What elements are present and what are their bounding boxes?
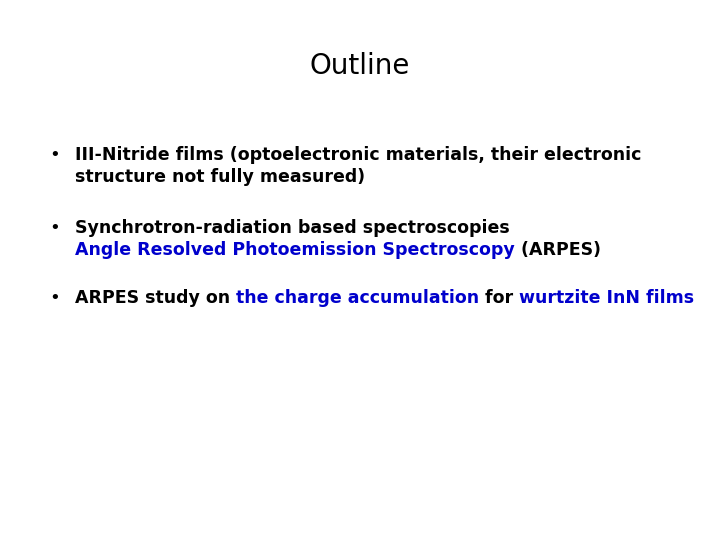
Text: •: • xyxy=(50,289,60,307)
Text: III-Nitride films (optoelectronic materials, their electronic: III-Nitride films (optoelectronic materi… xyxy=(75,146,642,164)
Text: for: for xyxy=(480,289,519,307)
Text: Angle Resolved Photoemission Spectroscopy: Angle Resolved Photoemission Spectroscop… xyxy=(75,241,515,259)
Text: Synchrotron-radiation based spectroscopies: Synchrotron-radiation based spectroscopi… xyxy=(75,219,510,237)
Text: •: • xyxy=(50,219,60,237)
Text: wurtzite InN films: wurtzite InN films xyxy=(519,289,695,307)
Text: the charge accumulation: the charge accumulation xyxy=(236,289,480,307)
Text: Outline: Outline xyxy=(310,52,410,80)
Text: ARPES study on: ARPES study on xyxy=(75,289,236,307)
Text: •: • xyxy=(50,146,60,164)
Text: structure not fully measured): structure not fully measured) xyxy=(75,168,365,186)
Text: (ARPES): (ARPES) xyxy=(515,241,600,259)
